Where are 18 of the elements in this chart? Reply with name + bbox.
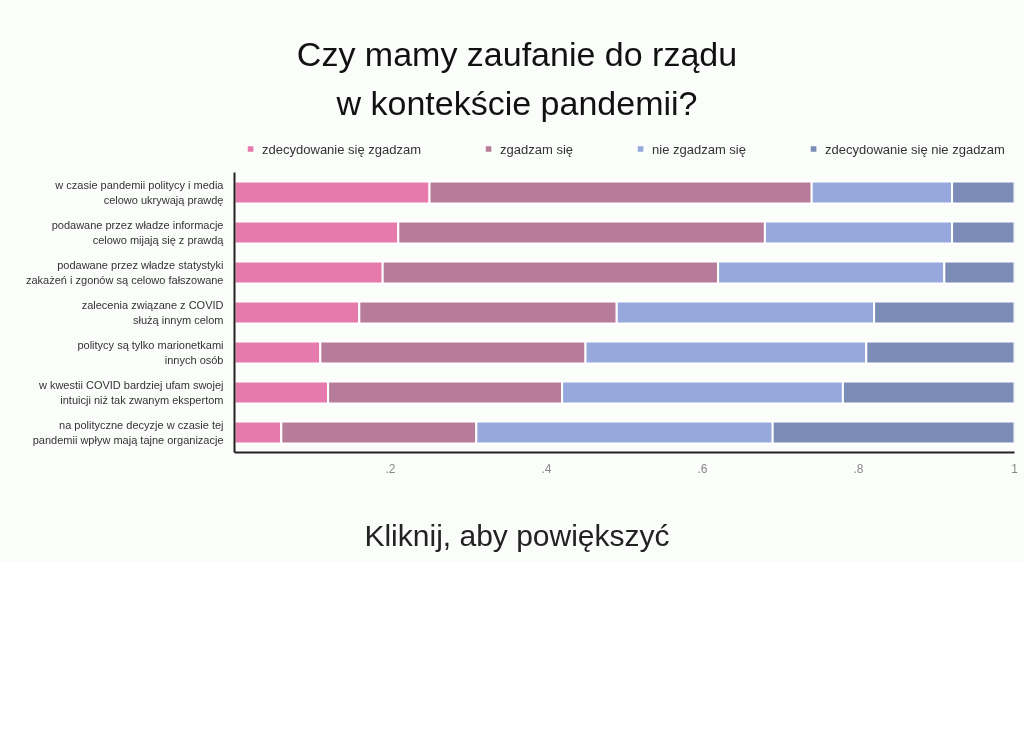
- x-tick-label: .4: [541, 461, 552, 476]
- x-tick-label: 1: [1011, 461, 1019, 476]
- legend-label: zdecydowanie się nie zgadzam: [824, 141, 1005, 157]
- y-tick-label: podawane przez władze statystyki zakażeń i zgonów są celowo fałszowane: [26, 258, 224, 286]
- y-tick-label: politycy są tylko marionetkami innych osób: [77, 338, 224, 366]
- legend-label: zdecydowanie się zgadzam: [262, 141, 422, 157]
- y-tick-label: w kwestii COVID bardziej ufam swojej intuicji niż tak zwanym ekspertom: [37, 378, 224, 406]
- chart-title: Czy mamy zaufanie do rządu w kontekście pandemii?: [296, 34, 738, 125]
- x-tick-label: .6: [697, 461, 708, 476]
- legend-label: nie zgadzam się: [652, 141, 746, 157]
- y-tick-label: podawane przez władze informacje celowo mijają się z prawdą: [51, 218, 225, 246]
- x-tick-label: .2: [385, 461, 396, 476]
- y-tick-label: na polityczne decyzje w czasie tej pandemii wpływ mają tajne organizacje: [32, 418, 224, 446]
- text: Kliknij, aby powiększyć: [364, 517, 670, 554]
- legend-label: zgadzam się: [500, 141, 574, 157]
- y-tick-label: w czasie pandemii politycy i media celowo ukrywają prawdę: [54, 178, 225, 206]
- y-tick-label: zalecenia związane z COVID służą innym celom: [81, 298, 224, 326]
- x-tick-label: .8: [853, 461, 864, 476]
